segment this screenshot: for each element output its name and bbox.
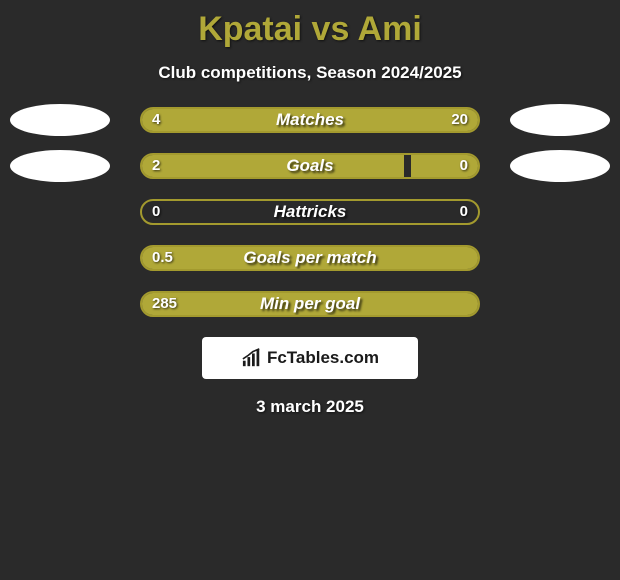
stat-label: Min per goal	[142, 293, 478, 315]
stat-label: Goals	[142, 155, 478, 177]
stat-label: Matches	[142, 109, 478, 131]
subtitle: Club competitions, Season 2024/2025	[0, 63, 620, 83]
stat-row: 20Goals	[0, 153, 620, 179]
stat-bar: 20Goals	[140, 153, 480, 179]
stat-label: Hattricks	[142, 201, 478, 223]
date-label: 3 march 2025	[0, 397, 620, 417]
player-left-badge	[10, 104, 110, 136]
logo-box: FcTables.com	[202, 337, 418, 379]
logo-text: FcTables.com	[267, 348, 379, 368]
stat-row: 0.5Goals per match	[0, 245, 620, 271]
player-right-badge	[510, 150, 610, 182]
page-title: Kpatai vs Ami	[0, 0, 620, 49]
stat-bar: 00Hattricks	[140, 199, 480, 225]
player-left-badge	[10, 150, 110, 182]
player-right-badge	[510, 104, 610, 136]
stat-row: 00Hattricks	[0, 199, 620, 225]
stat-label: Goals per match	[142, 247, 478, 269]
stat-row: 420Matches	[0, 107, 620, 133]
bar-chart-icon	[241, 348, 263, 368]
stat-bar: 0.5Goals per match	[140, 245, 480, 271]
comparison-chart: 420Matches 20Goals 00Hattricks 0.5Goals per…	[0, 107, 620, 317]
stat-row: 285Min per goal	[0, 291, 620, 317]
stat-bar: 420Matches	[140, 107, 480, 133]
stat-bar: 285Min per goal	[140, 291, 480, 317]
